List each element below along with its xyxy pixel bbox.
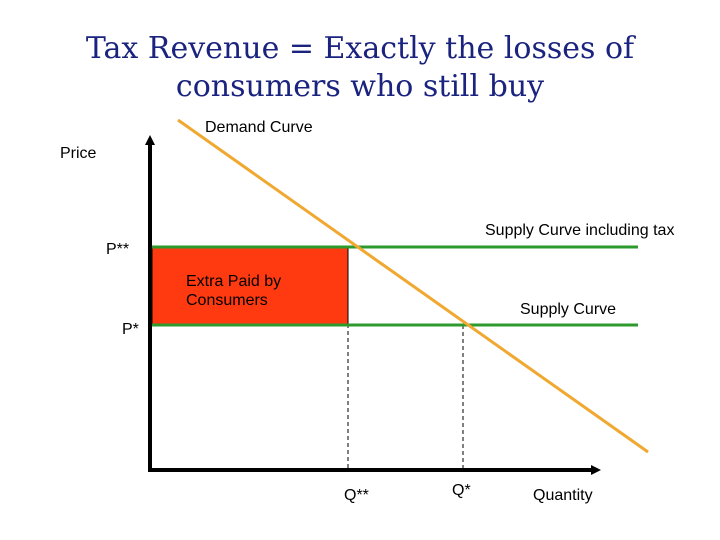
supply-label: Supply Curve: [520, 301, 616, 318]
title-line-1: Tax Revenue = Exactly the losses of: [85, 31, 635, 66]
p-double-star-label: P**: [106, 241, 129, 258]
demand-curve-label: Demand Curve: [205, 119, 313, 136]
extra-paid-label-line-1: Extra Paid by: [186, 273, 281, 290]
title-line-2: consumers who still buy: [175, 69, 545, 104]
quantity-axis-label: Quantity: [533, 487, 593, 504]
q-star-label: Q*: [452, 482, 471, 499]
supply-with-tax-label: Supply Curve including tax: [485, 222, 674, 239]
extra-paid-label-line-2: Consumers: [186, 292, 268, 309]
p-star-label: P*: [122, 321, 139, 338]
demand-curve-line: [177, 118, 649, 454]
price-axis-label: Price: [60, 145, 97, 162]
slide-title: Tax Revenue = Exactly the losses of cons…: [60, 30, 660, 106]
q-double-star-label: Q**: [344, 487, 369, 504]
